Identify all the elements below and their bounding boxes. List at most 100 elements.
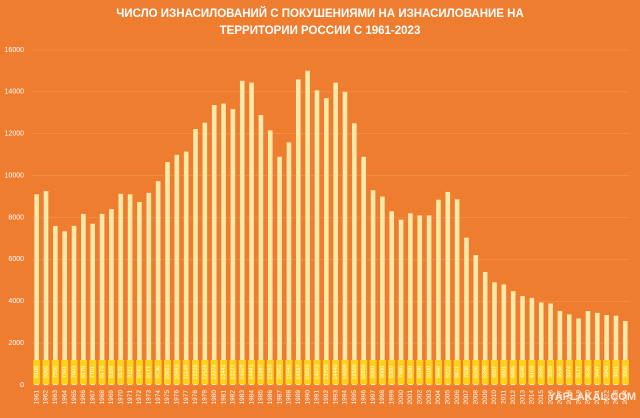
- bar: [137, 201, 142, 385]
- value-label-box: [360, 360, 368, 384]
- value-label-box: [210, 360, 218, 384]
- bar: [566, 314, 572, 385]
- value-label-box: [33, 360, 41, 384]
- value-label: 8300: [389, 366, 395, 378]
- value-label: 12226: [193, 364, 199, 379]
- value-label-box: [519, 360, 527, 384]
- value-label-box: [350, 360, 358, 384]
- y-tick-label: 8000: [8, 214, 24, 221]
- y-tick-label: 4000: [8, 298, 24, 305]
- value-label: 9000: [380, 366, 386, 378]
- value-label-box: [42, 360, 50, 384]
- x-tick-label: 1963: [52, 390, 59, 405]
- value-label: 3177: [576, 366, 582, 378]
- value-label-box: [425, 360, 433, 384]
- watermark: YAPLAKAL.COM: [548, 391, 636, 403]
- value-label: 9300: [371, 366, 377, 378]
- value-label-box: [135, 360, 143, 384]
- value-label-box: [173, 360, 181, 384]
- x-tick-label: 1999: [388, 390, 395, 405]
- value-label: 12500: [352, 364, 358, 379]
- value-label: 14441: [249, 364, 255, 379]
- value-label: 7596: [53, 366, 59, 378]
- x-tick-label: 1985: [258, 390, 265, 405]
- x-tick-label: 2006: [454, 390, 461, 405]
- value-label-box: [528, 360, 536, 384]
- x-tick-label: 1969: [108, 390, 115, 405]
- value-label: 9109: [34, 366, 40, 378]
- x-tick-label: 1979: [202, 390, 209, 405]
- x-tick-label: 1994: [342, 390, 349, 405]
- value-label-box: [276, 360, 284, 384]
- value-label-box: [79, 360, 87, 384]
- bar: [454, 199, 460, 385]
- value-label: 13177: [230, 364, 236, 379]
- value-label: 10900: [361, 364, 367, 379]
- x-tick-label: 1993: [332, 390, 339, 405]
- x-tick-label: 1977: [183, 390, 190, 405]
- x-tick-label: 2009: [482, 390, 489, 405]
- bar: [548, 303, 553, 385]
- x-tick-label: 2011: [501, 390, 508, 404]
- bar: [165, 161, 170, 385]
- value-label-box: [322, 360, 330, 384]
- value-label-box: [154, 360, 162, 384]
- value-label-box: [341, 360, 349, 384]
- bar: [473, 255, 479, 385]
- value-label: 3311: [613, 366, 619, 378]
- value-label: 7701: [90, 366, 96, 378]
- x-tick-label: 1976: [174, 390, 181, 405]
- bar: [81, 213, 86, 385]
- value-label-box: [556, 360, 564, 384]
- value-label: 3535: [585, 366, 591, 378]
- value-label: 12163: [268, 364, 274, 379]
- value-label-box: [182, 360, 190, 384]
- x-tick-label: 1975: [164, 390, 171, 405]
- x-tick-label: 2020: [585, 390, 592, 405]
- x-tick-label: 1961: [33, 390, 40, 405]
- bar: [109, 209, 114, 385]
- value-label: 13442: [221, 364, 227, 379]
- bar: [408, 213, 413, 385]
- value-label: 3056: [623, 366, 629, 378]
- value-label: 12526: [202, 364, 208, 379]
- value-label: 9265: [43, 366, 49, 378]
- value-label: 8200: [408, 366, 414, 378]
- bar: [510, 291, 516, 385]
- bar: [342, 91, 348, 385]
- y-tick-label: 14000: [5, 89, 25, 96]
- bar: [538, 302, 544, 385]
- value-label-box: [481, 360, 489, 384]
- bar: [314, 90, 320, 386]
- bar: [529, 297, 535, 385]
- x-tick-label: 1973: [146, 390, 153, 405]
- x-tick-label: 1995: [351, 390, 358, 405]
- value-label: 8848: [436, 366, 442, 378]
- bar: [445, 191, 451, 385]
- value-label-box: [285, 360, 293, 384]
- bar: [613, 315, 619, 385]
- value-label: 8871: [455, 366, 461, 378]
- value-label-box: [388, 360, 396, 384]
- x-tick-label: 1972: [136, 390, 143, 405]
- value-label: 7038: [464, 366, 470, 378]
- value-label-box: [453, 360, 461, 384]
- value-label-box: [500, 360, 508, 384]
- bar: [202, 122, 208, 385]
- x-tick-label: 2000: [398, 390, 405, 405]
- bar: [43, 191, 49, 385]
- value-label-box: [547, 360, 555, 384]
- bar: [118, 193, 124, 385]
- value-label: 14073: [314, 364, 320, 379]
- x-tick-label: 1989: [295, 390, 302, 405]
- value-label: 3893: [548, 366, 554, 378]
- value-label-box: [89, 360, 97, 384]
- value-label-box: [369, 360, 377, 384]
- x-tick-label: 2008: [473, 390, 480, 405]
- value-label: 9736: [156, 366, 162, 378]
- value-label: 14000: [342, 364, 348, 379]
- value-label-box: [584, 360, 592, 384]
- value-label-box: [107, 360, 115, 384]
